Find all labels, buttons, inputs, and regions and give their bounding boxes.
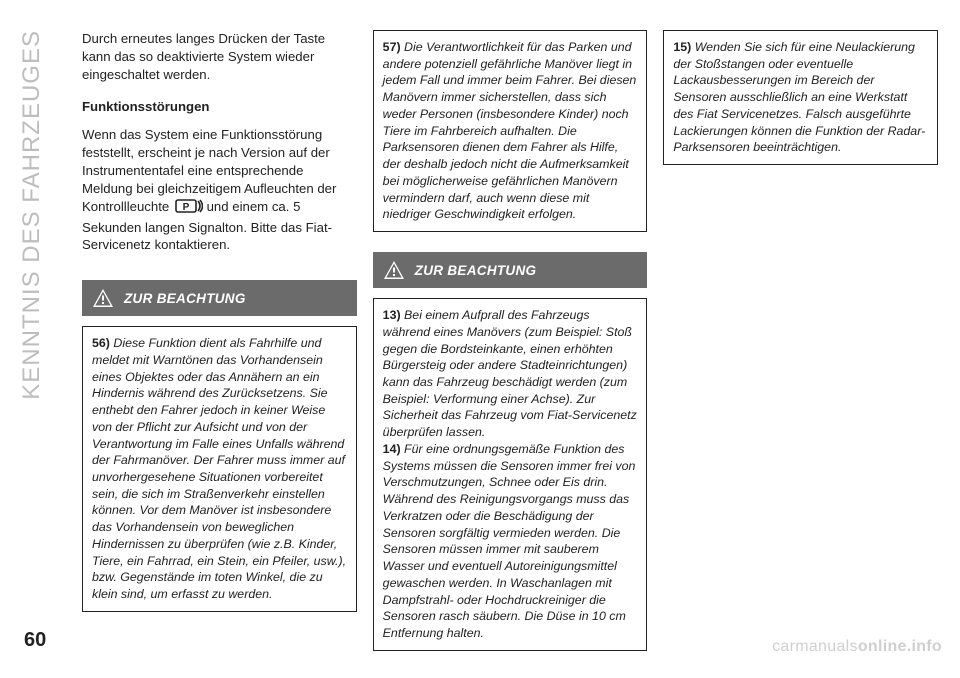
warning-triangle-icon [92,288,114,308]
paragraph: Wenn das System eine Funktionsstörung fe… [82,126,357,254]
note-lead: 57) [383,40,401,54]
page-number: 60 [24,629,46,652]
svg-text:P: P [183,202,190,213]
note-lead: 56) [92,336,110,350]
column-3: 15) Wenden Sie sich für eine Neulackieru… [663,30,938,612]
note-box-57: 57) Die Verantwortlichkeit für das Parke… [373,30,648,232]
note-body: Bei einem Aufprall des Fahrzeugs während… [383,308,637,439]
note-lead: 14) [383,442,401,456]
note-box-15: 15) Wenden Sie sich für eine Neulackieru… [663,30,938,165]
section-label: KENNTNIS DES FAHRZEUGES [18,30,46,400]
note-box-56: 56) Diese Funktion dient als Fahrhilfe u… [82,326,357,612]
column-1: Durch erneutes langes Drücken der Taste … [82,30,357,612]
watermark-left: carmanuals [772,638,858,655]
paragraph: Durch erneutes langes Drücken der Taste … [82,30,357,83]
watermark-right: online.info [858,638,942,655]
watermark: carmanualsonline.info [772,638,942,656]
content-columns: Durch erneutes langes Drücken der Taste … [82,30,938,612]
note-lead: 15) [673,40,691,54]
note-body: Wenden Sie sich für eine Neulackierung d… [673,40,925,154]
manual-page: KENNTNIS DES FAHRZEUGES 60 Durch erneute… [0,0,960,678]
note-box-13-14: 13) Bei einem Aufprall des Fahrzeugs wäh… [373,298,648,651]
banner-label: ZUR BEACHTUNG [124,291,246,306]
note-body: Diese Funktion dient als Fahrhilfe und m… [92,336,346,601]
note-body: Für eine ordnungsgemäße Funktion des Sys… [383,442,636,640]
column-2: 57) Die Verantwortlichkeit für das Parke… [373,30,648,612]
attention-banner: ZUR BEACHTUNG [82,280,357,316]
attention-banner: ZUR BEACHTUNG [373,252,648,288]
warning-triangle-icon [383,260,405,280]
banner-label: ZUR BEACHTUNG [415,263,537,278]
parking-light-icon: P [173,198,203,219]
note-lead: 13) [383,308,401,322]
note-body: Die Verantwortlichkeit für das Parken un… [383,40,637,221]
subheading-malfunctions: Funktionsstörungen [82,99,357,114]
